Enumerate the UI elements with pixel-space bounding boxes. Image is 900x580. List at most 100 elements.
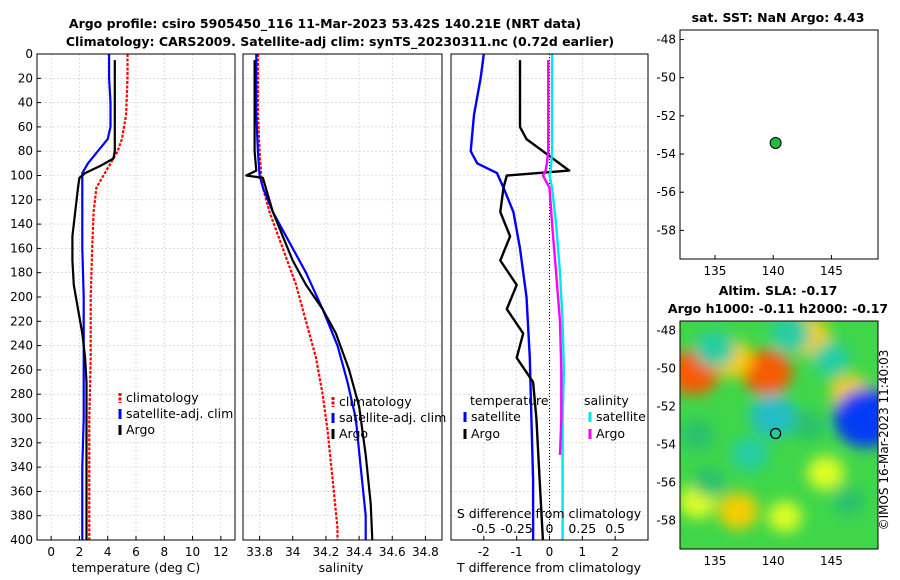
series-line-salinity-0 xyxy=(256,54,339,540)
legend-label-temperature: satellite-adj. clim xyxy=(126,406,233,421)
map-ytick-label: -48 xyxy=(656,324,676,338)
legend-title-temperature: temperature xyxy=(470,393,549,408)
legend-label-salinity: Argo xyxy=(339,426,368,441)
xtick-label-difference: 1 xyxy=(579,545,587,559)
ytick-label-depth: 120 xyxy=(10,193,33,207)
sla-blob xyxy=(812,342,851,376)
series-line-salinity-1 xyxy=(255,54,367,540)
map-ytick-label: -50 xyxy=(656,71,676,85)
title-line-1: Argo profile: csiro 5905450_116 11-Mar-2… xyxy=(69,16,581,32)
series-line-salinity-2 xyxy=(245,60,374,541)
sla-blob xyxy=(692,467,726,498)
xtick-label-salinity: 34.6 xyxy=(379,545,406,559)
map-ytick-label: -56 xyxy=(656,476,676,490)
sla-blob xyxy=(742,349,793,395)
sst-map-title: sat. SST: NaN Argo: 4.43 xyxy=(692,10,865,25)
ytick-label-depth: 40 xyxy=(18,96,33,110)
xlabel-difference: T difference from climatology xyxy=(456,560,642,575)
s-tick-label-difference: -0.5 xyxy=(472,521,496,536)
series-line-difference-1 xyxy=(499,60,571,541)
map-xtick-label: 145 xyxy=(820,264,843,278)
series-line-difference-2 xyxy=(548,54,566,540)
xtick-label-salinity: 34 xyxy=(285,545,300,559)
map-xtick-label: 135 xyxy=(703,264,726,278)
sla-blob xyxy=(680,419,715,451)
ytick-label-depth: 360 xyxy=(10,484,33,498)
map-ytick-label: -52 xyxy=(656,109,676,123)
ytick-label-depth: 240 xyxy=(10,339,33,353)
map-xtick-label: 140 xyxy=(762,264,785,278)
s-tick-label-difference: 0.25 xyxy=(568,521,596,536)
xtick-label-temperature: 10 xyxy=(185,545,200,559)
sla-map-title-1: Altim. SLA: -0.17 xyxy=(719,283,838,298)
legend-title-salinity: salinity xyxy=(584,393,629,408)
ytick-label-depth: 80 xyxy=(18,144,33,158)
ytick-label-depth: 180 xyxy=(10,266,33,280)
map-xtick-label: 145 xyxy=(820,554,843,568)
map-ytick-label: -48 xyxy=(656,33,676,47)
sla-blob xyxy=(770,321,811,353)
ytick-label-depth: 200 xyxy=(10,290,33,304)
sla-map-frame xyxy=(679,320,879,550)
xlabel-top-difference: S difference from climatology xyxy=(457,506,642,521)
xtick-label-difference: 2 xyxy=(611,545,619,559)
plots-layer: 0 2 4 6 8 10 120204060801001201401601802002202… xyxy=(10,10,888,575)
ytick-label-depth: 60 xyxy=(18,120,33,134)
xtick-label-temperature: 6 xyxy=(132,545,140,559)
map-ytick-label: -54 xyxy=(656,147,676,161)
xtick-label-difference: -1 xyxy=(511,545,523,559)
argo-position-marker-sla xyxy=(770,427,782,440)
sla-blob xyxy=(717,492,759,530)
series-line-difference-0 xyxy=(469,53,535,540)
plot-frame-salinity xyxy=(242,53,443,541)
ytick-label-depth: 140 xyxy=(10,217,33,231)
sla-blob xyxy=(791,410,825,441)
sla-blob xyxy=(767,501,802,533)
xtick-label-salinity: 34.4 xyxy=(346,545,373,559)
ytick-label-depth: 260 xyxy=(10,363,33,377)
plot-frame-temperature xyxy=(36,53,236,541)
legend-label-difference-s: Argo xyxy=(596,426,625,441)
xtick-label-salinity: 34.8 xyxy=(412,545,439,559)
sla-map-title-2: Argo h1000: -0.11 h2000: -0.17 xyxy=(668,301,888,316)
map-ytick-label: -56 xyxy=(656,185,676,199)
xtick-label-salinity: 34.2 xyxy=(313,545,340,559)
sla-blob xyxy=(806,456,845,490)
legend-label-salinity: satellite-adj. clim xyxy=(339,410,446,425)
legend-label-salinity: climatology xyxy=(339,394,412,409)
xtick-label-temperature: 4 xyxy=(104,545,112,559)
map-xtick-label: 140 xyxy=(762,554,785,568)
ytick-label-depth: 100 xyxy=(10,169,33,183)
legend-label-difference-t: satellite xyxy=(471,409,521,424)
xtick-label-temperature: 8 xyxy=(160,545,168,559)
xtick-label-difference: -2 xyxy=(478,545,490,559)
ytick-label-depth: 380 xyxy=(10,509,33,523)
map-xtick-label: 135 xyxy=(703,554,726,568)
sla-field xyxy=(680,321,878,549)
map-ytick-label: -58 xyxy=(656,514,676,528)
ytick-label-depth: 20 xyxy=(18,71,33,85)
s-tick-label-difference: 0.5 xyxy=(605,521,625,536)
sla-blob xyxy=(833,487,865,516)
map-ytick-label: -50 xyxy=(656,362,676,376)
ytick-label-depth: 340 xyxy=(10,460,33,474)
series-line-difference-3 xyxy=(541,60,563,455)
ytick-label-depth: 320 xyxy=(10,436,33,450)
ytick-label-depth: 300 xyxy=(10,412,33,426)
legend-label-temperature: Argo xyxy=(126,422,155,437)
sla-blob xyxy=(731,437,769,471)
xtick-label-salinity: 33.8 xyxy=(246,545,273,559)
ytick-label-depth: 0 xyxy=(25,47,33,61)
xtick-label-temperature: 0 xyxy=(47,545,55,559)
s-tick-label-difference: 0 xyxy=(546,521,554,536)
sla-blob xyxy=(749,394,797,438)
sla-blobs xyxy=(680,321,878,533)
legend-label-temperature: climatology xyxy=(126,390,199,405)
map-ytick-label: -52 xyxy=(656,400,676,414)
credit-text: ©IMOS 16-Mar-2023 11:40:03 xyxy=(877,350,891,531)
map-ytick-label: -58 xyxy=(656,223,676,237)
map-ytick-label: -54 xyxy=(656,438,676,452)
ytick-label-depth: 280 xyxy=(10,387,33,401)
ytick-label-depth: 220 xyxy=(10,314,33,328)
